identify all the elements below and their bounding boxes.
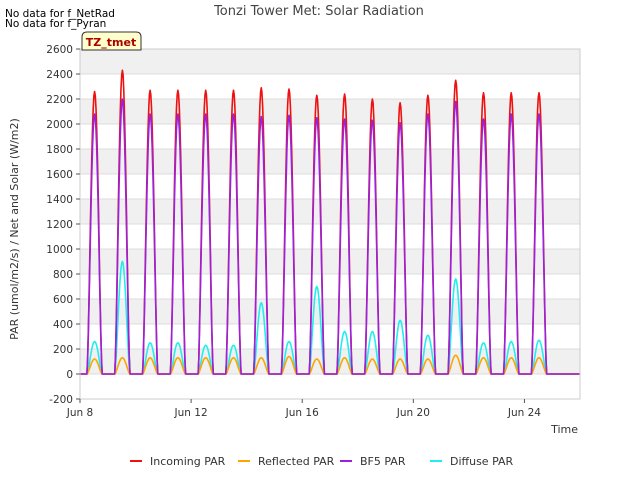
band [80,199,580,224]
band [80,274,580,299]
y-tick-label: 400 [53,319,73,331]
y-tick-label: 200 [53,344,73,356]
y-tick-label: 1600 [46,169,73,181]
x-tick-label: Jun 16 [285,407,319,419]
chart-title: Tonzi Tower Met: Solar Radiation [213,4,424,19]
y-tick-label: 1400 [46,194,73,206]
plot-background-bands [80,49,580,399]
site-badge: TZ_tmet [81,31,142,51]
band [80,149,580,174]
y-tick-label: 800 [53,269,73,281]
y-tick-label: 2000 [46,119,73,131]
x-axis-label: Time [550,423,578,436]
x-tick-label: Jun 8 [66,407,93,419]
y-tick-label: 1000 [46,244,73,256]
site-badge-label: TZ_tmet [86,36,136,49]
x-tick-label: Jun 24 [507,407,541,419]
band [80,249,580,274]
band [80,224,580,249]
band [80,74,580,99]
legend-label: BF5 PAR [360,455,406,468]
series-line-2 [79,98,581,375]
legend: Incoming PAR Reflected PAR BF5 PAR Diffuse … [130,455,514,468]
y-tick-label: 0 [66,369,73,381]
series-lines [79,69,581,375]
y-tick-label: 2600 [46,44,73,56]
legend-label: Incoming PAR [150,455,226,468]
band [80,124,580,149]
no-data-note-netrad: No data for f_NetRad [5,8,115,20]
band [80,324,580,349]
x-tick-label: Jun 12 [174,407,208,419]
y-tick-label: 2400 [46,69,73,81]
no-data-note-pyran: No data for f_Pyran [5,18,107,30]
x-axis-ticks: Jun 8 Jun 12 Jun 16 Jun 20 Jun 24 [66,399,541,419]
y-tick-label: 1200 [46,219,73,231]
band [80,174,580,199]
y-tick-label: 1800 [46,144,73,156]
y-tick-label: -200 [49,394,73,406]
site-badge-box [81,31,142,51]
y-tick-label: 600 [53,294,73,306]
band [80,349,580,374]
x-tick-label: Jun 20 [396,407,430,419]
legend-label: Reflected PAR [258,455,335,468]
band [80,374,580,399]
y-axis-ticks: -200 0 200 400 600 800 1000 1200 1400 1600 1800 200… [46,44,80,406]
y-tick-label: 2200 [46,94,73,106]
band [80,299,580,324]
legend-label: Diffuse PAR [450,455,514,468]
band [80,49,580,74]
band [80,99,580,124]
y-axis-label: PAR (umol/m2/s) / Net and Solar (W/m2) [8,118,21,340]
